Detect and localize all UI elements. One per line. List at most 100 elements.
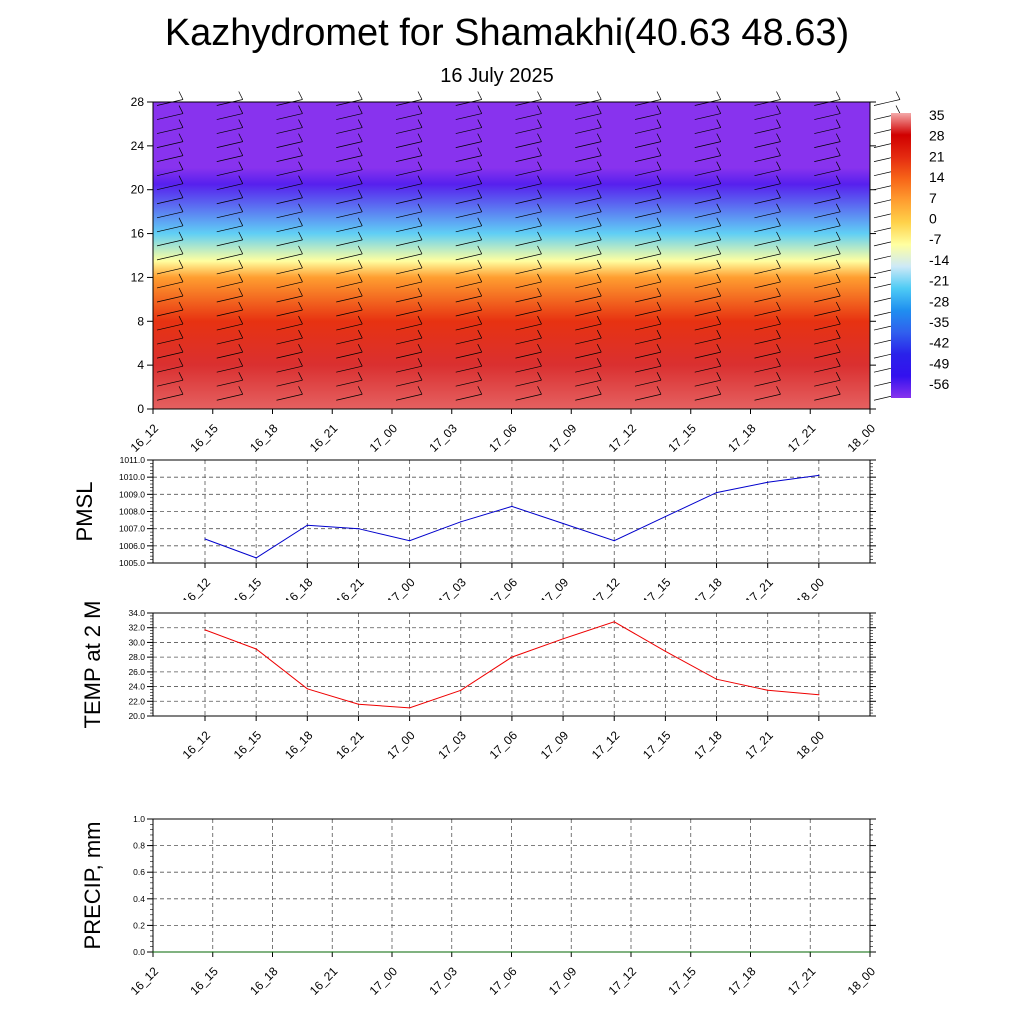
y-tick-label: 24.0	[128, 682, 145, 692]
x-tick-label: 16_12	[180, 728, 214, 760]
wind-barb-flag	[477, 287, 483, 297]
y-tick-label: 1009.0	[119, 489, 145, 499]
wind-barb	[156, 253, 184, 261]
wind-barb	[216, 365, 243, 373]
wind-barb-flag	[477, 133, 483, 142]
wind-barb-flag	[776, 147, 781, 156]
wind-barb	[575, 239, 602, 247]
wind-barb-flag	[238, 91, 244, 100]
wind-barb	[515, 99, 542, 106]
wind-barb	[754, 351, 781, 359]
data-point	[818, 694, 820, 696]
wind-barb-flag	[596, 161, 602, 170]
wind-barb	[455, 267, 482, 275]
wind-barb	[814, 169, 841, 177]
wind-barb	[276, 351, 303, 359]
page-subtitle: 16 July 2025	[440, 65, 554, 87]
wind-barb	[336, 281, 363, 289]
wind-barb-flag	[357, 175, 363, 184]
wind-barb	[276, 337, 303, 345]
wind-barb	[575, 309, 602, 317]
wind-barb	[575, 211, 602, 219]
wind-barb	[754, 127, 781, 134]
wind-barb-flag	[776, 358, 781, 367]
wind-barb-flag	[835, 91, 841, 100]
wind-barb	[515, 365, 542, 373]
colorbar	[891, 113, 911, 398]
wind-barb	[156, 365, 184, 373]
wind-barb-flag	[537, 372, 542, 381]
wind-barb-flag	[178, 119, 184, 128]
temperature-field	[153, 102, 870, 409]
wind-barb	[575, 253, 602, 261]
wind-barb-flag	[417, 147, 423, 156]
wind-barb	[156, 239, 184, 247]
wind-barb-flag	[835, 175, 841, 184]
wind-barb	[336, 99, 363, 106]
wind-barb-flag	[238, 147, 244, 156]
wind-barb-flag	[716, 259, 722, 269]
wind-barb	[634, 323, 662, 331]
wind-barb-flag	[776, 259, 781, 269]
wind-barb-flag	[417, 287, 423, 297]
wind-barb-flag	[656, 301, 662, 311]
x-tick-label: 16_18	[282, 575, 316, 600]
wind-barb	[455, 379, 482, 387]
wind-barb	[515, 281, 542, 289]
wind-barb	[216, 393, 243, 401]
wind-barb-flag	[417, 217, 423, 226]
wind-barb	[814, 155, 841, 162]
wind-barb-flag	[178, 175, 184, 184]
wind-barb	[575, 379, 602, 387]
wind-barb-flag	[895, 105, 901, 114]
wind-barb-flag	[776, 386, 781, 395]
wind-barb	[455, 141, 482, 148]
wind-barb	[276, 239, 303, 247]
wind-barb-flag	[238, 372, 244, 381]
wind-barb-flag	[835, 217, 841, 226]
wind-barb-flag	[417, 259, 423, 269]
x-tick-label: 17_21	[742, 575, 776, 600]
wind-barb	[814, 393, 841, 401]
y-tick-label: 20	[131, 183, 145, 197]
wind-barb-flag	[238, 386, 244, 395]
data-point	[690, 951, 692, 953]
wind-barb	[814, 113, 841, 120]
data-point	[818, 474, 820, 477]
wind-barb-flag	[238, 231, 244, 241]
panel-frame	[152, 612, 871, 717]
wind-barb	[814, 211, 841, 219]
wind-barb	[814, 365, 841, 373]
wind-barb-flag	[776, 119, 781, 128]
wind-barb-flag	[357, 203, 363, 212]
wind-barb	[156, 155, 184, 162]
temp-chart: 20.0 22.0 24.0 26.0 28.0 30.0 32.0 34.0 16_12 16_…	[80, 601, 876, 760]
wind-barb	[634, 155, 662, 162]
x-tick-label: 17_12	[606, 964, 640, 998]
wind-barb	[634, 113, 662, 120]
x-tick-label: 17_09	[538, 575, 572, 600]
wind-barb-flag	[178, 259, 184, 269]
wind-barb	[754, 281, 781, 289]
wind-barb-flag	[716, 245, 722, 255]
data-point	[409, 707, 411, 709]
wind-barb-flag	[238, 273, 244, 283]
wind-barb-flag	[417, 203, 423, 212]
wind-barb	[336, 393, 363, 401]
wind-barb	[575, 365, 602, 373]
wind-barb-flag	[716, 358, 722, 367]
wind-barb	[754, 225, 781, 233]
wind-barb	[156, 379, 184, 387]
data-point	[152, 951, 154, 953]
wind-barb	[814, 183, 841, 191]
wind-barb-flag	[178, 287, 184, 297]
wind-barb	[634, 267, 662, 275]
wind-barb-flag	[716, 105, 722, 114]
wind-barb-flag	[895, 91, 901, 100]
wind-barb-flag	[716, 315, 722, 325]
wind-barb	[276, 169, 303, 177]
y-tick-label: 0.0	[133, 947, 145, 957]
wind-barb	[694, 365, 721, 373]
wind-barb-flag	[596, 358, 602, 367]
wind-barb-flag	[178, 91, 184, 100]
